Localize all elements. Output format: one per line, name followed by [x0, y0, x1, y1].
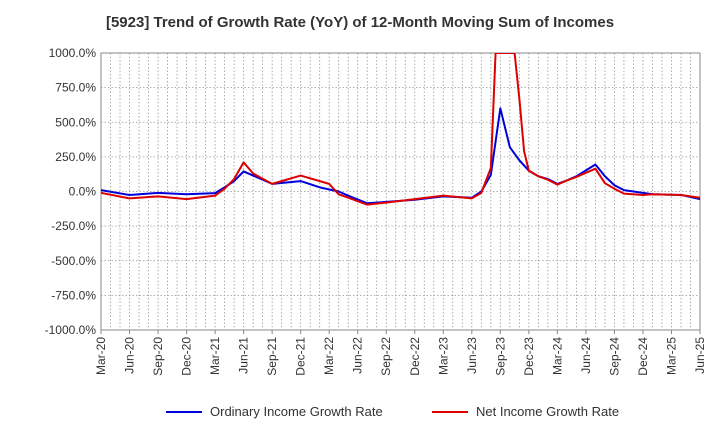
- x-tick-label: Sep-24: [607, 337, 621, 376]
- x-tick-label: Jun-23: [465, 337, 479, 374]
- legend-label-net: Net Income Growth Rate: [476, 404, 620, 419]
- plot-area: [101, 53, 700, 330]
- legend-label-ordinary: Ordinary Income Growth Rate: [210, 404, 383, 419]
- y-tick-label: 500.0%: [55, 115, 96, 129]
- plot-border: [100, 52, 701, 331]
- x-tick-label: Sep-22: [379, 337, 393, 376]
- y-tick-label: -250.0%: [51, 219, 96, 233]
- legend-swatch-ordinary: [166, 410, 202, 413]
- x-tick-label: Jun-21: [237, 337, 251, 374]
- y-tick-label: 1000.0%: [49, 46, 97, 60]
- legend-item-net: Net Income Growth Rate: [432, 404, 619, 419]
- x-tick-label: Dec-22: [408, 337, 422, 376]
- x-tick-label: Sep-23: [493, 337, 507, 376]
- x-tick-label: Jun-25: [693, 337, 707, 374]
- legend-swatch-net: [432, 410, 468, 413]
- y-tick-label: -500.0%: [51, 254, 96, 268]
- x-tick-label: Sep-20: [151, 337, 165, 376]
- x-tick-label: Mar-22: [322, 337, 336, 375]
- x-tick-label: Sep-21: [265, 337, 279, 376]
- legend-item-ordinary: Ordinary Income Growth Rate: [166, 404, 383, 419]
- x-tick-label: Jun-20: [123, 337, 137, 374]
- series-line-net-income: [101, 53, 700, 206]
- y-tick-label: 750.0%: [55, 81, 96, 95]
- y-tick-label: -1000.0%: [45, 323, 97, 337]
- x-tick-label: Mar-25: [664, 337, 678, 375]
- x-tick-label: Mar-21: [208, 337, 222, 375]
- grid-layer: [101, 52, 700, 331]
- y-tick-label: 250.0%: [55, 150, 96, 164]
- x-tick-label: Jun-22: [351, 337, 365, 374]
- x-tick-label: Dec-24: [636, 337, 650, 376]
- y-tick-label: -750.0%: [51, 288, 96, 302]
- y-tick-label: 0.0%: [69, 185, 97, 199]
- x-tick-label: Mar-24: [550, 337, 564, 375]
- axis-layer: 1000.0% 750.0% 500.0% 250.0% 0.0% -250.0% -500…: [45, 46, 707, 376]
- x-tick-label: Jun-24: [579, 337, 593, 374]
- chart-title: [5923] Trend of Growth Rate (YoY) of 12-…: [105, 14, 615, 31]
- x-tick-label: Mar-23: [436, 337, 450, 375]
- x-tick-label: Dec-21: [294, 337, 308, 376]
- series-layer: [101, 53, 700, 206]
- x-tick-label: Dec-20: [180, 337, 194, 376]
- x-tick-label: Dec-23: [522, 337, 536, 376]
- legend: Ordinary Income Growth Rate Net Income G…: [0, 404, 720, 426]
- x-tick-label: Mar-20: [94, 337, 108, 375]
